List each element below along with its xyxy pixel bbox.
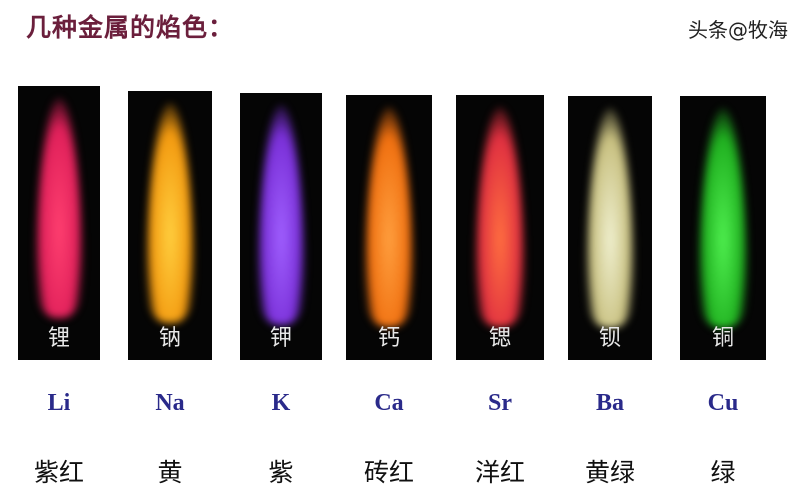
flame-image — [364, 107, 414, 327]
flame-image — [145, 103, 195, 323]
flame-image — [257, 105, 305, 325]
flame-color-name: 紫红 — [33, 458, 84, 487]
flame-panel-li: 锂 — [18, 86, 100, 360]
flame-panel-sr: 锶 — [456, 95, 544, 360]
element-symbol: K — [271, 390, 291, 416]
flame-color-name: 黄 — [157, 458, 183, 487]
element-symbol: Na — [155, 390, 185, 416]
flame-color-name: 黄绿 — [584, 458, 635, 487]
element-label: 钡 — [598, 326, 621, 351]
flame-image — [35, 98, 83, 318]
flame-panel-ba: 钡 — [568, 96, 652, 360]
element-label: 钙 — [377, 326, 400, 351]
flame-image — [474, 107, 526, 327]
watermark: 头条@牧海 — [688, 18, 788, 42]
element-label: 钾 — [269, 326, 292, 351]
page-title: 几种金属的焰色： — [26, 13, 235, 42]
flame-panel-cu: 铜 — [680, 96, 766, 360]
flame-image — [698, 108, 748, 328]
element-symbol: Li — [47, 390, 71, 416]
element-label: 钠 — [158, 326, 181, 351]
flame-color-name: 砖红 — [363, 458, 414, 487]
flame-panel-ca: 钙 — [346, 95, 432, 360]
flame-color-name: 洋红 — [474, 458, 525, 487]
element-symbol: Ca — [374, 390, 404, 416]
flame-panel-na: 钠 — [128, 91, 212, 360]
flame-color-name: 绿 — [710, 458, 736, 487]
flame-image — [585, 108, 635, 328]
flame-color-name: 紫 — [268, 458, 294, 487]
element-label: 铜 — [711, 326, 734, 351]
element-symbol: Sr — [488, 390, 512, 416]
element-label: 锂 — [47, 326, 70, 351]
element-symbol: Cu — [707, 390, 739, 416]
flame-panel-k: 钾 — [240, 93, 322, 360]
element-symbol: Ba — [595, 390, 624, 416]
element-label: 锶 — [488, 326, 511, 351]
